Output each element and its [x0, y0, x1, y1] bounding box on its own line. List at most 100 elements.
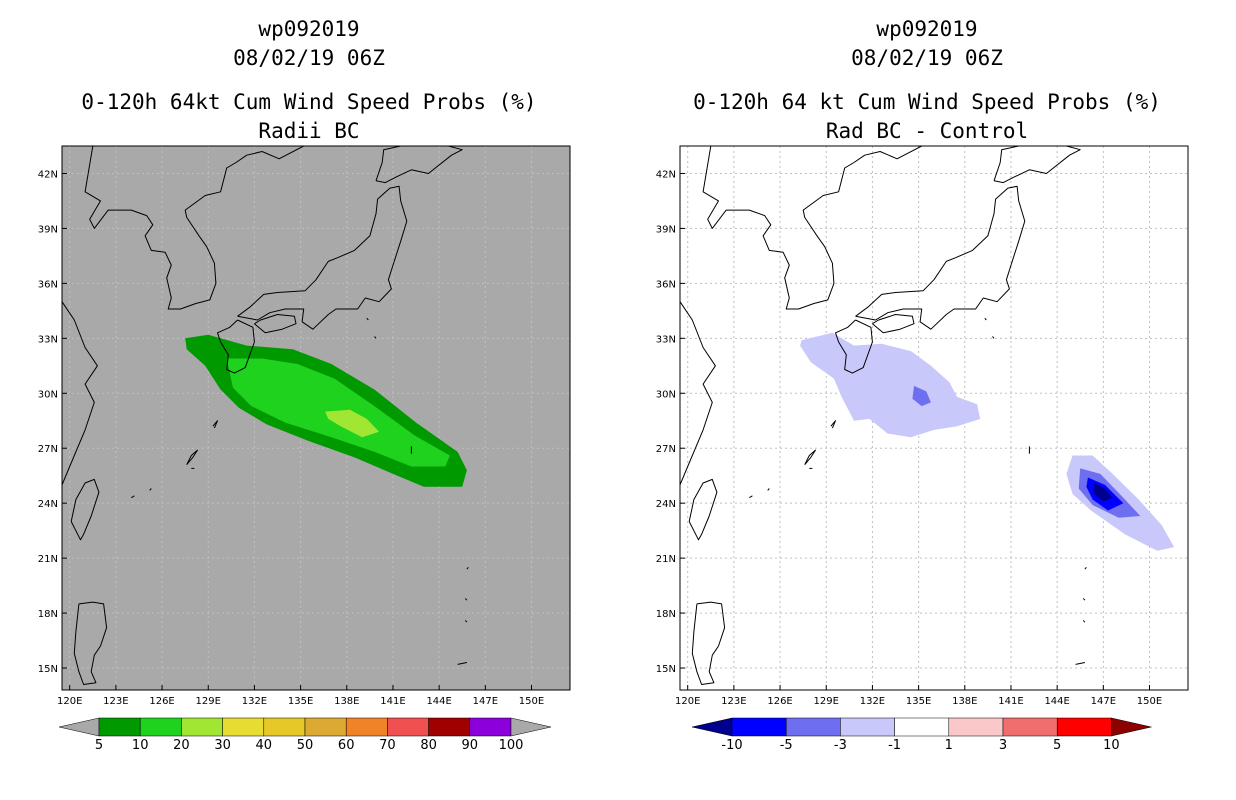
- colorbar-label: -10: [721, 738, 742, 753]
- y-tick-label: 39N: [656, 224, 676, 235]
- x-tick-label: 147E: [1091, 696, 1116, 707]
- y-tick-label: 30N: [38, 389, 58, 400]
- coastlines: [62, 146, 469, 685]
- y-tick-label: 15N: [656, 664, 676, 675]
- panel-radii-bc: wp092019 08/02/19 06Z 0-120h 64kt Cum Wi…: [38, 17, 571, 753]
- colorbar-swatch: [98, 717, 141, 737]
- map-chart-right: 120E 123E 126E 129E 132E 135E 138E 141E 144E 147E…: [656, 145, 1189, 753]
- colorbar-swatch: [1002, 717, 1058, 737]
- x-tick-label: 147E: [473, 696, 498, 707]
- colorbar-swatch: [948, 717, 1004, 737]
- x-tick-label: 138E: [952, 696, 977, 707]
- colorbar-label: -1: [888, 738, 901, 753]
- x-tick-label: 123E: [721, 696, 746, 707]
- coastlines: [680, 146, 1087, 685]
- colorbar-right-triangle: [510, 717, 552, 737]
- colorbar-swatch: [387, 717, 429, 737]
- y-tick-label: 27N: [38, 444, 58, 455]
- y-tick-label: 21N: [38, 554, 58, 565]
- colorbar-swatch: [785, 717, 841, 737]
- colorbar-label: 30: [214, 738, 231, 753]
- x-tick-label: 129E: [196, 696, 221, 707]
- colorbar: 5 10 20 30 40 50 60 70 80 90 100: [58, 717, 552, 753]
- colorbar-swatch: [304, 717, 347, 737]
- x-tick-label: 138E: [334, 696, 359, 707]
- y-tick-label: 15N: [38, 664, 58, 675]
- colorbar-swatch: [222, 717, 265, 737]
- colorbar-label: 10: [1103, 738, 1120, 753]
- chart-title: 0-120h 64 kt Cum Wind Speed Probs (%): [693, 90, 1161, 114]
- datetime-title: 08/02/19 06Z: [233, 46, 385, 70]
- colorbar-left-triangle: [691, 717, 733, 737]
- storm-id-title: wp092019: [876, 17, 978, 41]
- x-tick-label: 144E: [1044, 696, 1069, 707]
- y-tick-label: 36N: [38, 279, 58, 290]
- colorbar-swatch: [428, 717, 471, 737]
- map-chart-left: 120E 123E 126E 129E 132E 135E 138E 141E 144E 147E…: [38, 145, 571, 753]
- y-tick-label: 18N: [38, 609, 58, 620]
- colorbar-swatch: [263, 717, 306, 737]
- x-tick-label: 132E: [860, 696, 885, 707]
- x-tick-label: 120E: [57, 696, 82, 707]
- colorbar-label: -3: [834, 738, 847, 753]
- colorbar-swatch: [840, 717, 895, 737]
- x-tick-label: 126E: [149, 696, 174, 707]
- y-tick-label: 42N: [38, 169, 58, 180]
- x-tick-label: 135E: [288, 696, 313, 707]
- colorbar-right-triangle: [1111, 717, 1152, 737]
- storm-id-title: wp092019: [258, 17, 360, 41]
- x-tick-label: 135E: [906, 696, 931, 707]
- x-tick-label: 120E: [675, 696, 700, 707]
- colorbar-label: 20: [173, 738, 190, 753]
- x-tick-label: 141E: [380, 696, 405, 707]
- colorbar-swatch: [894, 717, 950, 737]
- chart-subtitle: Radii BC: [258, 119, 360, 143]
- colorbar-label: 1: [945, 738, 953, 753]
- contour-level--3: [912, 385, 931, 407]
- y-tick-label: 24N: [656, 499, 676, 510]
- colorbar-swatch: [469, 717, 512, 737]
- colorbar-swatch: [181, 717, 223, 737]
- datetime-title: 08/02/19 06Z: [851, 46, 1003, 70]
- y-tick-label: 42N: [656, 169, 676, 180]
- colorbar-label: 70: [379, 738, 396, 753]
- colorbar-label: 90: [462, 738, 479, 753]
- colorbar-swatch: [139, 717, 182, 737]
- y-tick-label: 30N: [656, 389, 676, 400]
- y-tick-label: 39N: [38, 224, 58, 235]
- panel-rad-bc-control: wp092019 08/02/19 06Z 0-120h 64 kt Cum W…: [618, 0, 1236, 800]
- colorbar-left-triangle: [58, 717, 100, 737]
- x-tick-label: 129E: [814, 696, 839, 707]
- x-tick-label: 126E: [767, 696, 792, 707]
- x-tick-label: 150E: [1137, 696, 1162, 707]
- colorbar-label: 10: [132, 738, 149, 753]
- colorbar-swatch: [731, 717, 787, 737]
- x-tick-label: 132E: [242, 696, 267, 707]
- colorbar-label: 60: [338, 738, 355, 753]
- contour-level--10: [1094, 483, 1113, 502]
- colorbar-label: 5: [1053, 738, 1061, 753]
- colorbar-label: -5: [780, 738, 793, 753]
- y-tick-label: 36N: [656, 279, 676, 290]
- x-tick-label: 141E: [998, 696, 1023, 707]
- y-tick-label: 33N: [38, 334, 58, 345]
- colorbar-label: 5: [95, 738, 103, 753]
- chart-title: 0-120h 64kt Cum Wind Speed Probs (%): [81, 90, 537, 114]
- x-tick-label: 150E: [519, 696, 544, 707]
- y-tick-label: 18N: [656, 609, 676, 620]
- colorbar-label: 50: [297, 738, 314, 753]
- colorbar: -10 -5 -3 -1 1 3 5 10: [691, 717, 1152, 753]
- map-frame: [61, 145, 571, 691]
- colorbar-label: 80: [420, 738, 437, 753]
- contour-level-20: [325, 409, 380, 438]
- y-tick-label: 24N: [38, 499, 58, 510]
- contour-level--1: [800, 332, 981, 438]
- map-frame: [679, 145, 1189, 691]
- colorbar-label: 3: [999, 738, 1007, 753]
- x-tick-label: 123E: [103, 696, 128, 707]
- y-tick-label: 33N: [656, 334, 676, 345]
- colorbar-swatch: [345, 717, 388, 737]
- gridlines: [62, 146, 570, 690]
- y-tick-label: 21N: [656, 554, 676, 565]
- x-tick-label: 144E: [426, 696, 451, 707]
